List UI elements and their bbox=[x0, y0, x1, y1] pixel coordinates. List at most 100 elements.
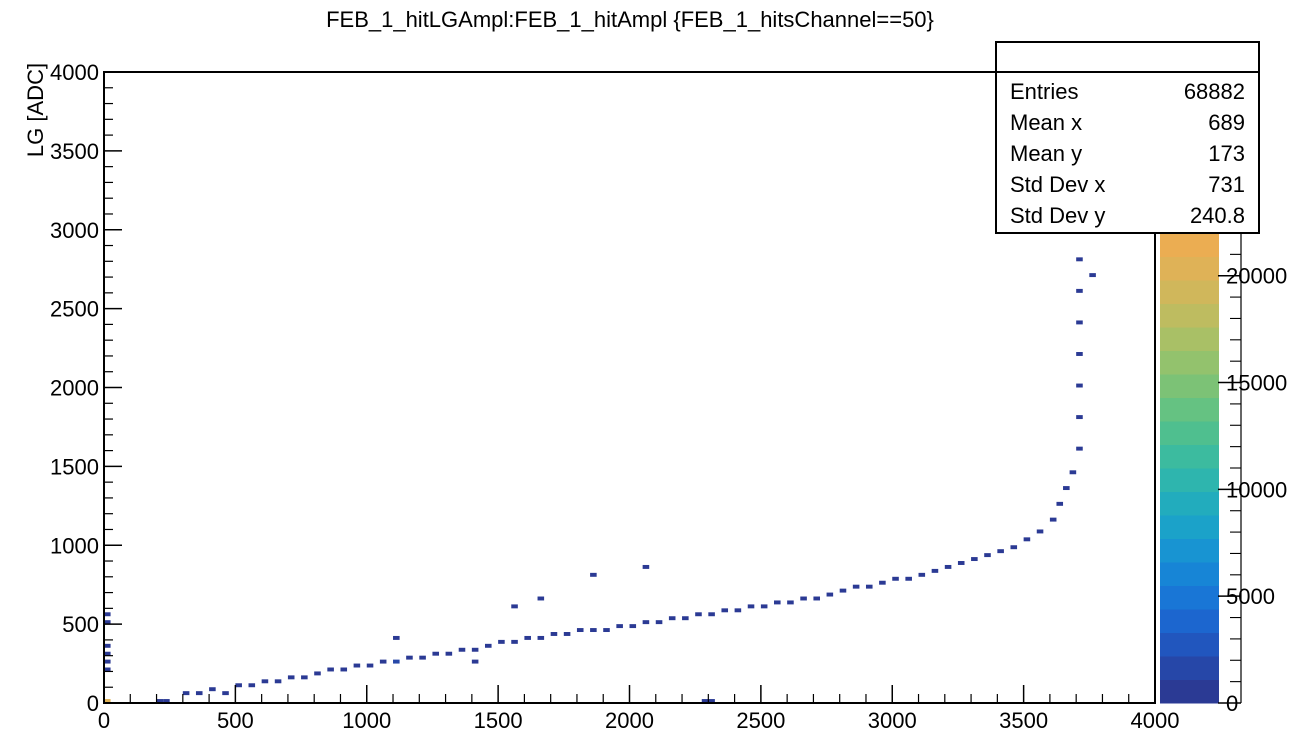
heatmap-bin bbox=[511, 639, 518, 644]
heatmap-bin bbox=[1089, 273, 1096, 278]
stats-value: 173 bbox=[1208, 141, 1245, 166]
x-tick-label: 4000 bbox=[1131, 708, 1180, 733]
heatmap-bin bbox=[1069, 470, 1077, 475]
y-tick-label: 4000 bbox=[50, 60, 99, 85]
heatmap-bin bbox=[931, 568, 939, 573]
heatmap-bin bbox=[379, 659, 387, 664]
heatmap-bin bbox=[287, 675, 295, 680]
heatmap-bin bbox=[248, 683, 256, 688]
colorbar-tick-label: 15000 bbox=[1226, 371, 1287, 396]
heatmap-bin bbox=[865, 584, 873, 589]
heatmap-bin bbox=[747, 604, 755, 609]
y-tick-label: 0 bbox=[87, 691, 99, 716]
heatmap-bin bbox=[984, 553, 991, 558]
heatmap-bin bbox=[734, 608, 742, 613]
heatmap-bin bbox=[642, 620, 650, 625]
heatmap-bin bbox=[629, 624, 637, 629]
heatmap-bin bbox=[484, 643, 492, 648]
heatmap-bin bbox=[813, 596, 820, 601]
heatmap-bin bbox=[997, 549, 1004, 554]
y-axis-label: LG [ADC] bbox=[23, 63, 48, 157]
heatmap-bin bbox=[721, 608, 729, 613]
heatmap-bin bbox=[366, 663, 374, 668]
stats-box: Entries 68882 Mean x 689 Mean y 173 Std Dev x 7… bbox=[995, 41, 1260, 234]
stats-label: Entries bbox=[1010, 79, 1078, 104]
heatmap-bin bbox=[222, 691, 229, 696]
colorbar-segment bbox=[1160, 515, 1219, 539]
heatmap-bin bbox=[563, 632, 571, 636]
colorbar-segment bbox=[1160, 679, 1219, 704]
heatmap-bin bbox=[879, 580, 886, 585]
y-tick-label: 2500 bbox=[50, 297, 99, 322]
stats-label: Std Dev y bbox=[1010, 203, 1105, 228]
colorbar-tick-label: 0 bbox=[1226, 691, 1238, 716]
stats-value: 731 bbox=[1208, 172, 1245, 197]
colorbar-segment bbox=[1160, 280, 1219, 304]
plot-area bbox=[103, 71, 1156, 704]
heatmap-bin bbox=[353, 663, 361, 668]
heatmap-bin bbox=[104, 620, 111, 625]
heatmap-bin bbox=[695, 612, 702, 617]
heatmap-bin bbox=[892, 576, 899, 581]
stats-value: 68882 bbox=[1184, 79, 1245, 104]
heatmap-bin bbox=[708, 612, 715, 617]
heatmap-bin bbox=[340, 667, 348, 672]
heatmap-bin bbox=[1076, 446, 1083, 451]
heatmap-bin bbox=[524, 635, 531, 640]
heatmap-bin bbox=[852, 584, 860, 589]
colorbar-segment bbox=[1160, 233, 1219, 257]
heatmap-bin bbox=[1023, 537, 1031, 542]
colorbar-segment bbox=[1160, 374, 1219, 398]
heatmap-bin bbox=[274, 679, 282, 684]
colorbar-segment bbox=[1160, 327, 1219, 351]
heatmap-bin bbox=[1063, 486, 1070, 491]
stats-value: 689 bbox=[1208, 110, 1245, 135]
heatmap-bin bbox=[603, 628, 610, 633]
heatmap-bin bbox=[163, 699, 170, 703]
heatmap-bin bbox=[616, 624, 623, 629]
heatmap-bin bbox=[104, 643, 111, 648]
heatmap-bin bbox=[800, 596, 807, 601]
colorbar: 0 5000 10000 15000 20000 bbox=[1160, 233, 1287, 716]
heatmap-bin bbox=[1076, 415, 1083, 420]
x-tick-label: 500 bbox=[217, 708, 254, 733]
chart-title: FEB_1_hitLGAmpl:FEB_1_hitAmpl {FEB_1_hit… bbox=[326, 7, 934, 32]
colorbar-segment bbox=[1160, 397, 1219, 422]
heatmap-bin bbox=[393, 659, 400, 664]
heatmap-bin bbox=[195, 691, 203, 696]
heatmap-bin bbox=[156, 699, 164, 703]
heatmap-bin bbox=[971, 557, 978, 562]
x-tick-label: 2000 bbox=[605, 708, 654, 733]
heatmap-bin bbox=[445, 651, 453, 656]
heatmap-bin bbox=[1076, 288, 1083, 293]
heatmap-bin bbox=[458, 647, 466, 652]
x-tick-label: 3000 bbox=[868, 708, 917, 733]
heatmap-bin bbox=[918, 572, 926, 577]
heatmap-bin bbox=[104, 651, 111, 656]
heatmap-bin bbox=[787, 600, 794, 605]
x-tick-label: 3500 bbox=[999, 708, 1048, 733]
colorbar-segment bbox=[1160, 444, 1219, 469]
heatmap-bin bbox=[682, 616, 689, 621]
colorbar-segment bbox=[1160, 562, 1219, 586]
y-tick-label: 500 bbox=[62, 612, 99, 637]
y-tick-label: 2000 bbox=[50, 376, 99, 401]
heatmap-bin bbox=[209, 687, 216, 692]
colorbar-segment bbox=[1160, 491, 1219, 516]
x-tick-label: 1500 bbox=[474, 708, 523, 733]
colorbar-tick-label: 20000 bbox=[1226, 264, 1287, 289]
heatmap-bin bbox=[314, 671, 321, 676]
heatmap-bin bbox=[537, 596, 545, 601]
heatmap-bin bbox=[471, 659, 479, 664]
colorbar-segment bbox=[1160, 538, 1219, 563]
colorbar-segment bbox=[1160, 656, 1219, 680]
heatmap-bin bbox=[1076, 257, 1083, 262]
heatmap-bin bbox=[1076, 352, 1083, 356]
heatmap-bin bbox=[957, 561, 965, 565]
heatmap-bin bbox=[708, 699, 715, 703]
stats-box-frame bbox=[995, 41, 1260, 234]
heatmap-bin bbox=[701, 699, 709, 703]
x-axis: 0 500 1000 1500 2000 2500 3000 3500 4000 bbox=[98, 685, 1180, 733]
heatmap-bin bbox=[590, 628, 597, 633]
